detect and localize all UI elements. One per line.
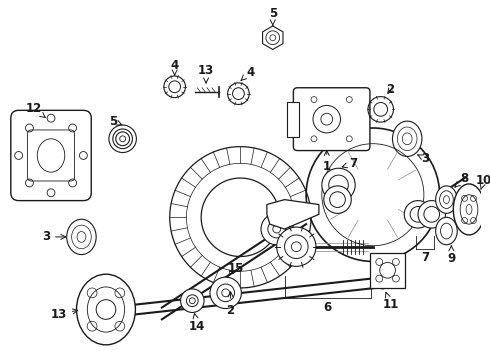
Text: 2: 2 [226, 292, 235, 317]
Ellipse shape [436, 217, 457, 245]
FancyBboxPatch shape [11, 110, 91, 201]
Text: 14: 14 [189, 314, 205, 333]
Text: 2: 2 [387, 83, 394, 96]
Ellipse shape [67, 219, 96, 255]
Polygon shape [263, 26, 283, 49]
Text: 8: 8 [455, 171, 468, 187]
Text: 4: 4 [171, 59, 179, 75]
Circle shape [277, 227, 316, 266]
Text: 7: 7 [421, 251, 429, 264]
Text: 4: 4 [241, 66, 254, 80]
Text: 3: 3 [42, 230, 66, 243]
Circle shape [180, 289, 204, 312]
Text: 15: 15 [227, 262, 244, 275]
Text: 5: 5 [269, 7, 277, 25]
Circle shape [306, 128, 440, 261]
Text: 1: 1 [323, 150, 331, 173]
Circle shape [261, 213, 293, 245]
Circle shape [418, 201, 445, 228]
Text: 13: 13 [198, 64, 214, 83]
Text: 13: 13 [51, 308, 77, 321]
Text: 11: 11 [382, 292, 399, 311]
Bar [288, 102, 299, 137]
Text: 7: 7 [342, 157, 357, 170]
Bar [370, 253, 405, 288]
Circle shape [324, 186, 351, 213]
Text: 10: 10 [476, 174, 490, 189]
Text: 12: 12 [25, 102, 45, 117]
Circle shape [322, 168, 355, 202]
Ellipse shape [453, 184, 485, 235]
Polygon shape [267, 200, 319, 229]
Ellipse shape [76, 274, 135, 345]
Text: 5: 5 [109, 114, 122, 128]
Circle shape [210, 277, 242, 309]
Circle shape [404, 201, 432, 228]
Ellipse shape [392, 121, 422, 157]
Text: 3: 3 [418, 152, 429, 165]
Text: 6: 6 [323, 301, 332, 314]
Text: 9: 9 [447, 246, 456, 265]
FancyBboxPatch shape [294, 88, 370, 150]
Ellipse shape [436, 186, 457, 213]
